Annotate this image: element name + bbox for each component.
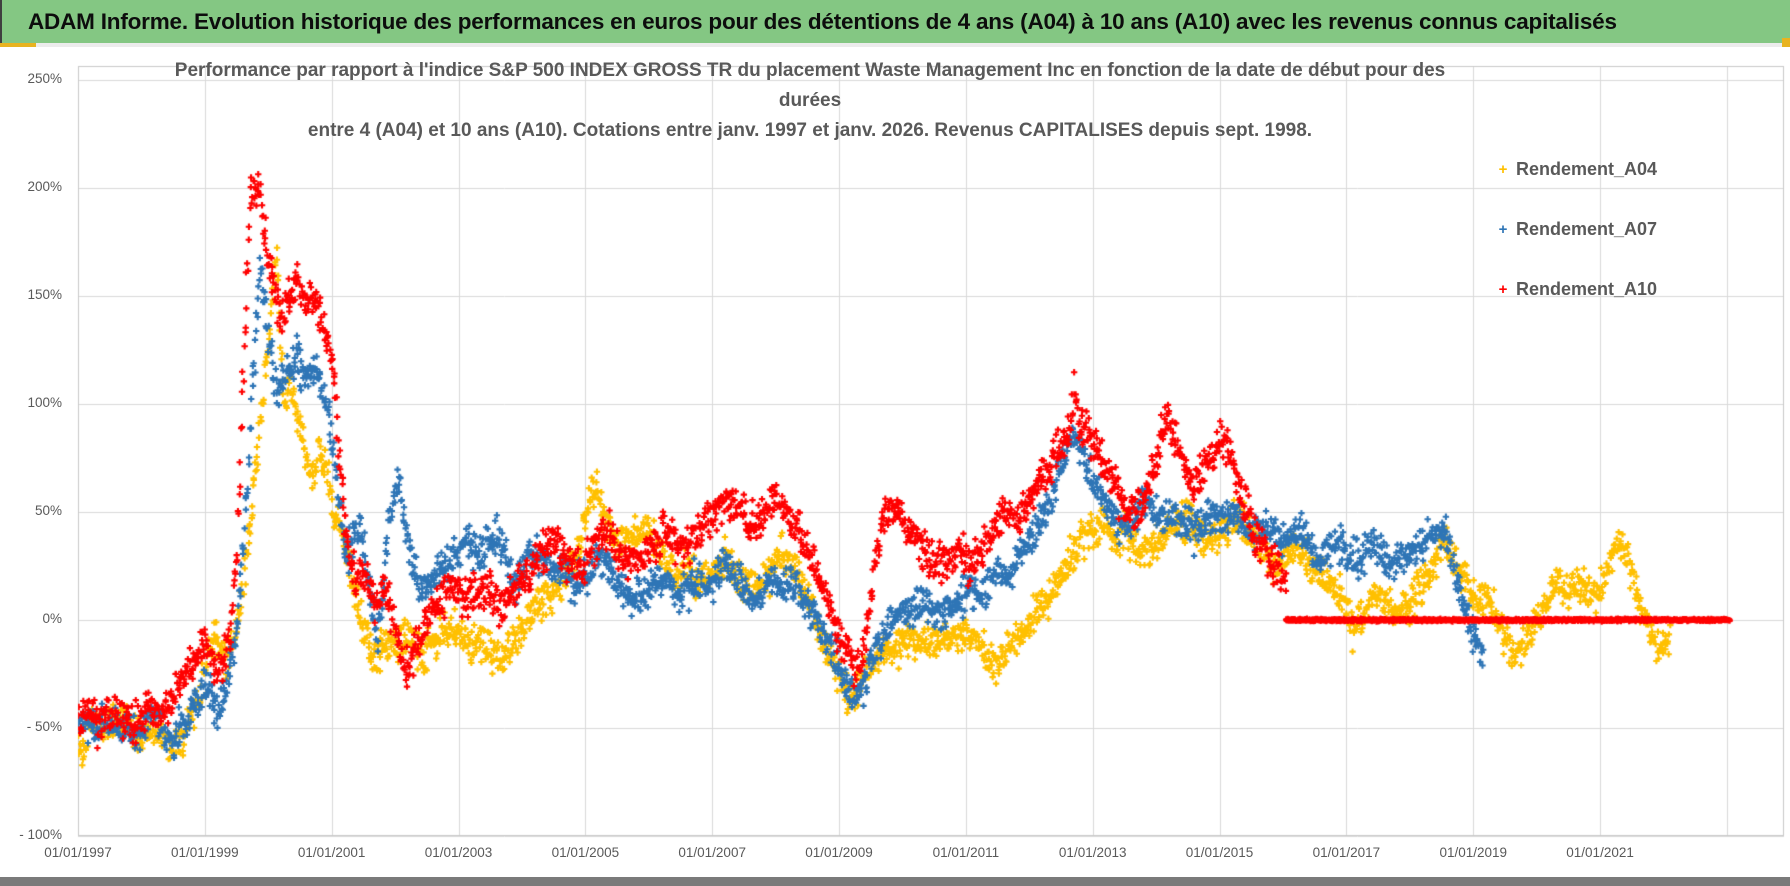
x-axis-tick-label: 01/01/1999 (171, 845, 239, 860)
legend-item-rendement-a07[interactable]: + Rendement_A07 (1492, 212, 1657, 246)
x-axis-tick-label: 01/01/2011 (932, 845, 1000, 860)
y-axis-tick-label: 150% (27, 287, 62, 302)
legend-label: Rendement_A10 (1516, 278, 1658, 299)
legend-item-rendement-a10[interactable]: + Rendement_A10 (1492, 272, 1657, 306)
y-axis-tick-label: 0% (42, 611, 62, 626)
y-axis-tick-label: 50% (34, 503, 62, 518)
y-axis-tick-label: 250% (27, 71, 62, 86)
report-title: ADAM Informe. Evolution historique des p… (28, 9, 1617, 34)
x-axis-tick-label: 01/01/2013 (1058, 845, 1127, 860)
plus-marker-icon: + (1498, 280, 1508, 298)
accent-left (0, 43, 36, 48)
y-axis-tick-label: 200% (27, 179, 62, 194)
x-axis-tick-label: 01/01/2003 (424, 845, 493, 860)
legend-label: Rendement_A07 (1516, 218, 1658, 239)
performance-chart: Performance par rapport à l'indice S&P 5… (0, 47, 1790, 877)
y-axis-tick-label: - 50% (26, 719, 62, 734)
y-axis-tick-label: 100% (27, 395, 62, 410)
x-axis-tick-label: 01/01/2009 (805, 845, 873, 860)
plus-marker-icon: + (1498, 160, 1508, 178)
report-header-bar: ADAM Informe. Evolution historique des p… (0, 0, 1790, 43)
accent-right-top (1782, 38, 1790, 49)
header-divider (0, 43, 1790, 47)
legend-label: Rendement_A04 (1516, 158, 1658, 179)
plus-marker-icon: + (1498, 220, 1508, 238)
x-axis-tick-label: 01/01/2019 (1439, 845, 1508, 860)
x-axis-tick-label: 01/01/2021 (1566, 845, 1634, 860)
chart-title-line-3: entre 4 (A04) et 10 ans (A10). Cotations… (307, 120, 1313, 141)
legend-item-rendement-a04[interactable]: + Rendement_A04 (1492, 152, 1657, 186)
chart-title-line-2: durées (778, 90, 842, 111)
chart-title-line-1: Performance par rapport à l'indice S&P 5… (174, 60, 1446, 81)
x-axis-tick-label: 01/01/1997 (44, 845, 112, 860)
bottom-status-bar (0, 877, 1790, 886)
x-axis-tick-label: 01/01/2001 (297, 845, 366, 860)
scatter-plot-canvas (0, 47, 1790, 877)
y-axis-tick-label: - 100% (19, 827, 62, 842)
x-axis-tick-label: 01/01/2007 (678, 845, 746, 860)
x-axis-tick-label: 01/01/2005 (551, 845, 620, 860)
x-axis-tick-label: 01/01/2017 (1312, 845, 1381, 860)
x-axis-tick-label: 01/01/2015 (1185, 845, 1254, 860)
